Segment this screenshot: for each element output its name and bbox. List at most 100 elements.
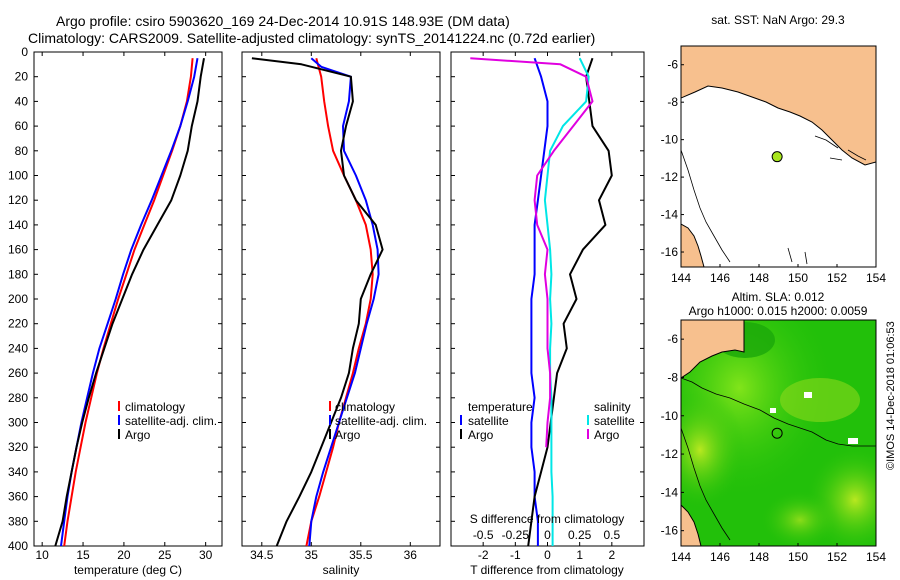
- difference-xlabel: T difference from climatology: [470, 563, 624, 577]
- depth-tick-label: 100: [8, 169, 28, 183]
- sla-missing-patch: [770, 408, 776, 413]
- islands-outline: [814, 135, 867, 161]
- float-location-marker: [771, 151, 783, 163]
- series-line-t-argo: [527, 57, 613, 547]
- depth-tick-label: 340: [8, 465, 28, 479]
- x-tick-label: 25: [158, 548, 172, 562]
- map-lat-label: -6: [667, 332, 678, 346]
- map-lon-label: 152: [827, 271, 847, 285]
- sst-map-frame: [680, 45, 877, 268]
- x2-tick-label: -0.25: [502, 528, 530, 542]
- map-lon-label: 148: [749, 271, 769, 285]
- depth-tick-label: 260: [8, 366, 28, 380]
- depth-tick-label: 400: [8, 539, 28, 553]
- land-new-guinea: [681, 320, 745, 379]
- temperature-axes-frame: [33, 51, 223, 547]
- legend-title-temperature: temperature: [468, 400, 533, 414]
- map-lon-label: 148: [749, 550, 769, 564]
- legend-label-climatology: climatology: [125, 400, 185, 414]
- salinity-axes-frame: [241, 51, 441, 547]
- temperature-xlabel: temperature (deg C): [74, 563, 182, 577]
- x-tick-label: -1: [510, 548, 521, 562]
- header-line2: Climatology: CARS2009. Satellite-adjuste…: [28, 30, 595, 46]
- sla-field-anomaly-4: [760, 490, 840, 546]
- map-lon-label: 154: [866, 550, 886, 564]
- float-location-marker: [771, 427, 783, 439]
- x-tick-label: 36: [404, 548, 418, 562]
- legend-label-argo: Argo: [335, 428, 361, 442]
- depth-tick-label: 180: [8, 267, 28, 281]
- salinity-panel: [241, 51, 441, 547]
- difference-legend: temperature satellite Argo salinity sate…: [460, 400, 635, 442]
- series-line-t-satellite: [530, 57, 549, 546]
- difference-x2label: S difference from climatology: [470, 512, 625, 526]
- legend-label-climatology: climatology: [335, 400, 395, 414]
- legend-title-salinity: salinity: [594, 400, 631, 414]
- sla-map-subtitle: Argo h1000: 0.015 h2000: 0.0059: [689, 304, 868, 318]
- legend-label-argo: Argo: [125, 428, 151, 442]
- x-tick-label: 10: [35, 548, 49, 562]
- x2-tick-label: 0: [544, 528, 551, 542]
- series-line-s-satellite: [543, 57, 590, 546]
- sst-map-title: sat. SST: NaN Argo: 29.3: [711, 13, 845, 27]
- series-line-argo: [251, 57, 384, 547]
- legend-label-t-argo: Argo: [468, 428, 494, 442]
- depth-tick-label: 160: [8, 243, 28, 257]
- sla-map-frame: [680, 319, 877, 547]
- legend-label-s-satellite: satellite: [594, 414, 635, 428]
- depth-tick-label: 220: [8, 317, 28, 331]
- sla-map-title: Altim. SLA: 0.012: [732, 290, 825, 304]
- x-tick-label: 30: [199, 548, 213, 562]
- coast-outline: [681, 377, 876, 447]
- x-tick-label: 2: [608, 548, 615, 562]
- depth-tick-label: 300: [8, 416, 28, 430]
- x2-tick-label: 0.5: [603, 528, 620, 542]
- legend-label-s-argo: Argo: [594, 428, 620, 442]
- sla-field-anomaly-6: [780, 378, 860, 422]
- map-lon-label: 144: [671, 271, 691, 285]
- series-line-climatology: [305, 57, 374, 547]
- x-tick-label: 35.5: [349, 548, 373, 562]
- depth-tick-label: 120: [8, 193, 28, 207]
- series-line-argo: [54, 58, 205, 547]
- map-lat-label: -10: [661, 133, 679, 147]
- map-lon-label: 146: [710, 550, 730, 564]
- map-lat-label: -12: [661, 170, 679, 184]
- depth-tick-label: 320: [8, 440, 28, 454]
- map-lat-label: -8: [667, 95, 678, 109]
- map-lon-label: 154: [866, 271, 886, 285]
- depth-tick-label: 380: [8, 514, 28, 528]
- map-lon-label: 144: [671, 550, 691, 564]
- depth-tick-label: 280: [8, 391, 28, 405]
- sla-missing-patch: [804, 392, 812, 398]
- difference-panel: [450, 51, 645, 547]
- map-lon-label: 150: [788, 550, 808, 564]
- map-lat-label: -6: [667, 58, 678, 72]
- map-lat-label: -10: [661, 409, 679, 423]
- imos-watermark: ©IMOS 14-Dec-2018 01:06:53: [885, 321, 897, 470]
- land-australia: [681, 223, 705, 267]
- depth-tick-label: 20: [15, 70, 29, 84]
- depth-tick-label: 360: [8, 490, 28, 504]
- x-tick-label: -2: [478, 548, 489, 562]
- temperature-legend: climatology satellite-adj. clim. Argo: [118, 400, 217, 442]
- series-line-satellite-adj-clim-: [308, 57, 380, 547]
- reef-outline: [681, 427, 731, 541]
- sst-map: [680, 45, 877, 268]
- legend-label-satellite-adj: satellite-adj. clim.: [125, 414, 217, 428]
- map-lat-label: -16: [661, 245, 679, 259]
- depth-tick-label: 240: [8, 341, 28, 355]
- depth-axis: 0 20 40 60 80 100 120 140 160 180 200 220 240 260 280 3…: [8, 45, 28, 553]
- depth-tick-label: 60: [15, 119, 29, 133]
- map-lat-label: -8: [667, 370, 678, 384]
- header-line1: Argo profile: csiro 5903620_169 24-Dec-2…: [56, 13, 510, 29]
- x2-tick-label: 0.25: [568, 528, 592, 542]
- salinity-xlabel: salinity: [323, 563, 360, 577]
- temperature-panel: [33, 51, 223, 547]
- legend-label-t-satellite: satellite: [468, 414, 509, 428]
- map-lat-label: -14: [661, 485, 679, 499]
- land-new-guinea: [681, 46, 876, 166]
- sla-map: [680, 319, 877, 547]
- depth-tick-label: 40: [15, 94, 29, 108]
- depth-tick-label: 200: [8, 292, 28, 306]
